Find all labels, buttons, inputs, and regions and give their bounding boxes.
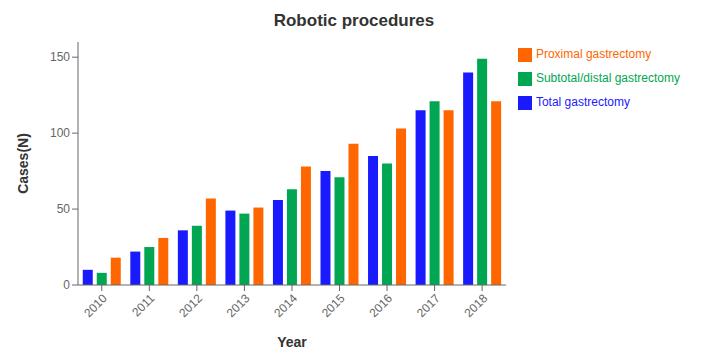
svg-text:2011: 2011: [129, 291, 157, 319]
html-text:Total gastrectomy: Total gastrectomy: [535, 95, 630, 109]
html-text:Robotic procedures: Robotic procedures: [273, 11, 435, 30]
svg-text:2015: 2015: [319, 291, 348, 320]
html-text:Proximal gastrectomy: Proximal gastrectomy: [535, 47, 652, 61]
svg-text:2013: 2013: [224, 291, 253, 320]
svg-text:2012: 2012: [176, 291, 205, 320]
svg-text:2014: 2014: [271, 291, 300, 320]
svg-text:2010: 2010: [81, 291, 110, 320]
html-text:Subtotal/distal gastrectomy: Subtotal/distal gastrectomy: [535, 71, 680, 85]
svg-text:Year: Year: [277, 334, 307, 350]
svg-text:2018: 2018: [462, 291, 491, 320]
svg-text:150: 150: [50, 50, 70, 64]
svg-text:2016: 2016: [366, 291, 395, 320]
svg-text:2017: 2017: [414, 291, 443, 320]
svg-text:50: 50: [57, 202, 71, 216]
svg-text:100: 100: [50, 126, 70, 140]
svg-text:0: 0: [63, 278, 70, 292]
svg-text:Cases(N): Cases(N): [15, 133, 31, 194]
